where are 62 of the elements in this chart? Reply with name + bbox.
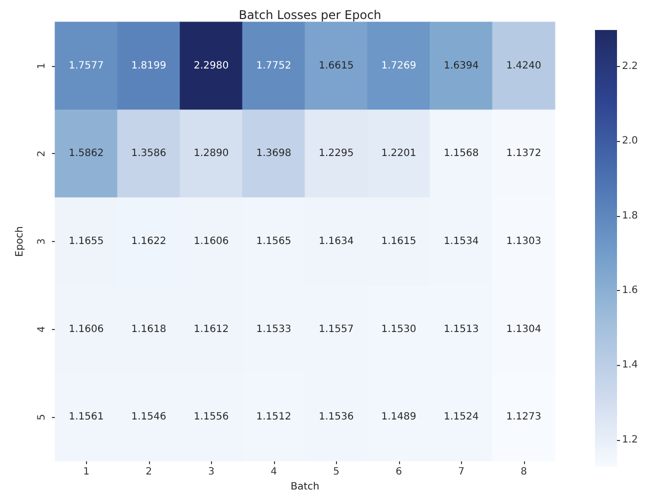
data-label: 1.1606 — [194, 236, 229, 248]
y-tick-label: 3 — [36, 238, 48, 245]
color-bar-label: 1.6 — [622, 285, 638, 296]
data-label: 1.1615 — [381, 236, 416, 248]
data-label: 1.1561 — [68, 412, 104, 423]
data-label: 1.1533 — [256, 324, 292, 335]
data-label: 1.1534 — [444, 236, 479, 248]
data-label: 1.1304 — [506, 324, 542, 335]
data-label: 1.6394 — [444, 60, 479, 72]
x-axis-title: Batch — [290, 482, 320, 492]
data-label: 1.8199 — [131, 60, 166, 72]
y-tick-label: 2 — [36, 150, 48, 157]
y-tick-label: 1 — [36, 62, 48, 70]
x-tick-label: 4 — [270, 466, 277, 478]
data-label: 1.1618 — [131, 324, 166, 335]
data-label: 1.6615 — [318, 60, 354, 72]
data-label: 1.3698 — [256, 148, 292, 160]
data-label: 1.1612 — [194, 324, 229, 335]
data-label: 1.2890 — [194, 148, 229, 160]
color-bar-label: 1.4 — [622, 360, 638, 371]
data-label: 1.7577 — [68, 60, 104, 72]
x-tick-label: 1 — [83, 466, 90, 478]
data-label: 1.1557 — [318, 324, 354, 335]
data-label: 1.1513 — [444, 324, 479, 335]
data-label: 1.1622 — [131, 236, 166, 248]
chart-title: Batch Losses per Epoch — [238, 8, 382, 22]
color-bar-label: 2.2 — [622, 61, 638, 72]
color-bar-label: 2.0 — [622, 136, 638, 147]
data-label: 2.2980 — [194, 60, 229, 72]
data-label: 1.2201 — [381, 148, 416, 160]
data-label: 1.5862 — [68, 148, 104, 160]
data-label: 1.1556 — [194, 412, 229, 423]
data-label: 1.1634 — [318, 236, 354, 248]
data-label: 1.1303 — [506, 236, 542, 248]
x-tick-label: 8 — [520, 466, 527, 478]
data-label: 1.1273 — [506, 412, 542, 423]
color-bar-label: 1.2 — [622, 434, 638, 446]
y-tick-label: 4 — [36, 326, 48, 333]
x-tick-label: 6 — [396, 466, 402, 478]
data-label: 1.3586 — [131, 148, 166, 160]
y-tick-label: 5 — [36, 414, 48, 420]
data-label: 1.2295 — [318, 148, 354, 160]
data-label: 1.7752 — [256, 60, 292, 72]
data-label: 1.4240 — [506, 60, 542, 72]
data-label: 1.1565 — [256, 236, 292, 248]
data-label: 1.1546 — [131, 412, 166, 423]
data-label: 1.1536 — [318, 412, 354, 423]
data-label: 1.1606 — [68, 324, 104, 335]
data-label: 1.1530 — [381, 324, 416, 335]
data-label: 1.1512 — [256, 412, 292, 423]
y-axis-title: Epoch — [14, 226, 26, 257]
data-label: 1.1489 — [381, 412, 416, 423]
data-label: 1.1568 — [444, 148, 479, 160]
x-tick-label: 2 — [146, 466, 152, 478]
data-label: 1.1655 — [68, 236, 104, 248]
data-label: 1.1524 — [444, 412, 479, 423]
x-tick-label: 3 — [208, 466, 214, 478]
x-tick-label: 5 — [333, 466, 340, 478]
x-tick-label: 7 — [458, 466, 464, 478]
data-label: 1.7269 — [381, 60, 416, 72]
data-label: 1.1372 — [506, 148, 542, 160]
color-bar-label: 1.8 — [622, 210, 638, 222]
